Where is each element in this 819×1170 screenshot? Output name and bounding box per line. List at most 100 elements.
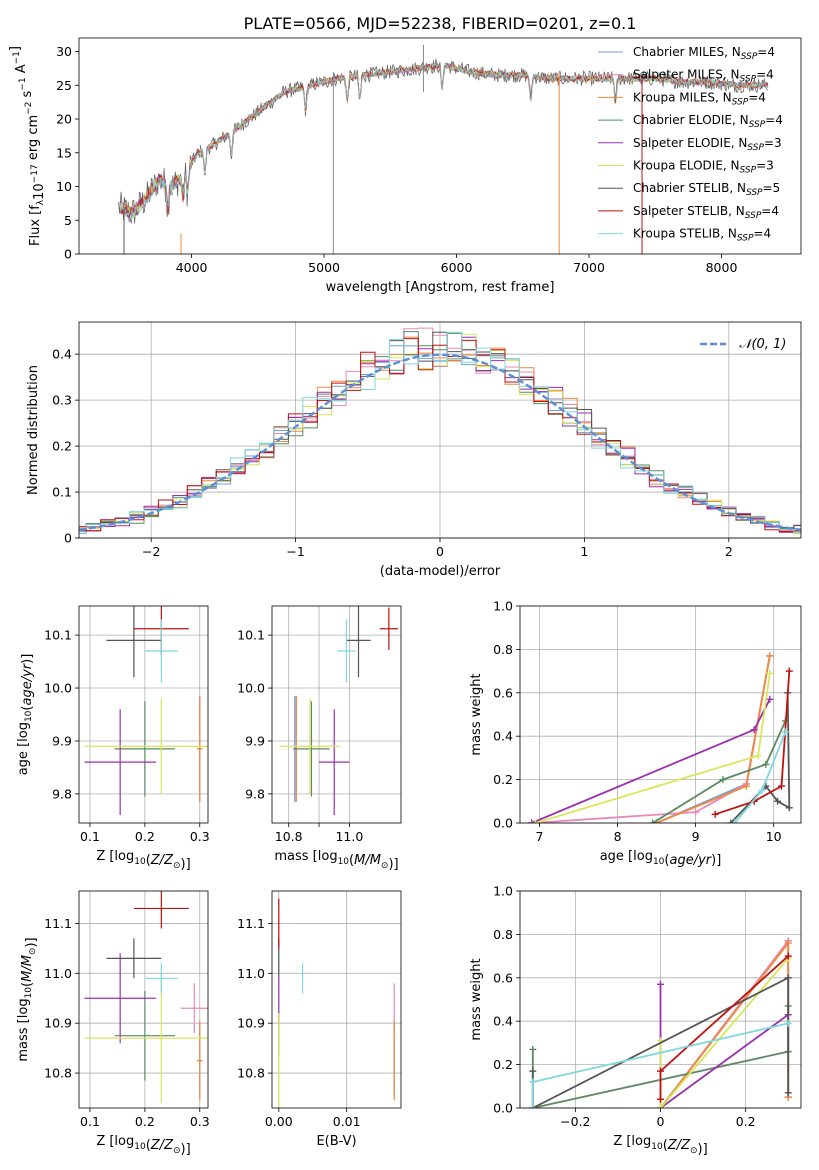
y-tick-label: 0.1 [52,485,72,500]
mass-weight-marker [774,797,782,805]
axes-frame [78,605,209,824]
y-tick-label: 30 [56,44,72,59]
plot-area [79,327,801,535]
mass-weight-marker [784,1019,792,1027]
mass-vs-extinction-panel: 0.00 0.01 10.8 10.9 11.0 11.1 E(B-V) [237,890,402,1149]
x-tick-label: 1 [580,544,588,559]
y-tick-label: 10.1 [44,628,72,643]
x-tick-label: 0.01 [333,1114,361,1129]
plot-area [84,891,208,1104]
y-tick-label: 20 [56,112,72,127]
mass-weight-marker [784,1089,792,1097]
errorbar-kroupa-elodie [279,698,341,794]
mass-weight-marker [711,810,719,818]
mass-weight-marker [657,1104,664,1108]
y-tick-label: 1.0 [493,599,513,614]
x-tick-label: 4000 [176,260,208,275]
x-tick-label: 0.1 [80,829,100,844]
mass-weight-marker [766,669,774,677]
mass-weight-marker [657,1095,664,1103]
spectrum-legend: Chabrier MILES, NSSP=4 Salpeter MILES, NS… [598,45,783,244]
legend-label-normal: 𝒩(0, 1) [739,337,786,352]
x-tick-label: 0.00 [265,1114,293,1129]
x-tick-label: 5000 [308,260,340,275]
mass-weight-marker [529,1067,537,1075]
y-tick-label: 10 [56,179,72,194]
errorbar-kroupa-elodie [84,973,208,1104]
axes-frame [78,890,209,1109]
y-tick-label: 0.0 [493,816,513,831]
y-tick-label: 5 [64,213,72,228]
mass-weight-marker [750,726,758,734]
x-axis-label: age [log10(age/yr)] [600,849,722,868]
figure-title: PLATE=0566, MJD=52238, FIBERID=0201, z=0… [244,14,637,33]
x-axis-label: (data-model)/error [380,564,501,579]
plot-area [278,898,395,1108]
x-tick-label: 0.2 [135,829,155,844]
errorbar-salpeter-elodie [84,953,156,1044]
x-tick-label: 11.0 [335,829,363,844]
x-tick-label: 0.3 [190,829,210,844]
y-axis-label: Normed distribution [26,365,41,495]
plot-area [279,606,398,816]
errorbar-chabrier-stelib [106,938,162,979]
mass-weight-marker [781,728,789,736]
plot-area [118,44,769,254]
y-tick-label: 11.1 [237,916,265,931]
mass-weight-marker [754,752,762,760]
age-vs-metallicity-panel: 0.1 0.2 0.3 9.8 9.9 10.0 10.1 Z [log10(Z/Z⊙)] ag… [16,605,210,872]
y-tick-label: 10.0 [44,681,72,696]
axes-frame [519,890,802,1109]
y-tick-label: 0.6 [493,685,513,700]
x-tick-label: 0.3 [190,1114,210,1129]
mass-weight-marker [784,974,792,982]
errorbar-kroupa-stelib [337,619,356,683]
y-tick-label: 0.4 [493,1014,513,1029]
y-axis-label: age [log10(age/yr)] [16,654,35,776]
mass-weight-marker [784,952,792,960]
legend-label-kroupa-miles: Kroupa MILES, NSSP=4 [633,90,766,107]
x-axis-label: E(B-V) [316,1134,356,1149]
errorbar-chabrier-stelib [346,606,371,678]
y-tick-label: 0.8 [493,927,513,942]
x-axis-label: Z [log10(Z/Z⊙)] [96,1134,190,1157]
y-tick-label: 11.1 [44,916,72,931]
mass-weight-marker [657,1067,664,1075]
legend-label-chabrier-stelib: Chabrier STELIB, NSSP=5 [633,181,780,198]
plot-area [529,937,792,1108]
mass-weight-marker [727,819,735,823]
spectrum-panel: 4000 5000 6000 7000 8000 0 5 10 15 20 25 30 Chabrier… [8,37,802,295]
mass-weight-marker [762,760,770,768]
legend-label-kroupa-stelib: Kroupa STELIB, NSSP=4 [633,227,771,244]
errorbar-kroupa-miles [197,1020,203,1101]
mass-weight-marker [719,776,727,784]
axes-frame [78,321,802,539]
x-tick-label: 0.2 [135,1114,155,1129]
x-tick-label: −0.2 [560,1114,590,1129]
axes-frame [78,37,802,255]
x-axis-label: Z [log10(Z/Z⊙)] [96,849,190,872]
legend-label-salpeter-stelib: Salpeter STELIB, NSSP=4 [633,204,779,221]
mass-weight-marker [528,819,536,823]
axes-frame [271,890,402,1109]
y-tick-label: 10.9 [44,1016,72,1031]
mass-weight-marker [784,939,792,947]
x-tick-label: 7000 [573,260,605,275]
errorbar-chabrier-elodie [114,990,176,1081]
x-tick-label: 0.2 [736,1114,756,1129]
y-tick-label: 0 [64,531,72,546]
x-tick-label: 9 [692,829,700,844]
mass-weight-line-kroupa-elodie [659,957,789,1108]
mass-weight-marker [742,782,750,790]
x-tick-label: −1 [286,544,304,559]
mass-weight-vs-age-panel: 7 8 9 10 0.0 0.2 0.4 0.6 0.8 1.0 age [log10(age/yr… [469,599,802,868]
legend-label-chabrier-miles: Chabrier MILES, NSSP=4 [633,45,775,62]
x-tick-label: 7 [536,829,544,844]
x-axis-label: wavelength [Angstrom, rest frame] [326,280,555,295]
y-tick-label: 0.6 [493,970,513,985]
x-tick-label: 0.1 [80,1114,100,1129]
errorbar-kroupa-stelib [144,619,178,683]
y-tick-label: 10.8 [44,1066,72,1081]
y-tick-label: 0.3 [52,393,72,408]
